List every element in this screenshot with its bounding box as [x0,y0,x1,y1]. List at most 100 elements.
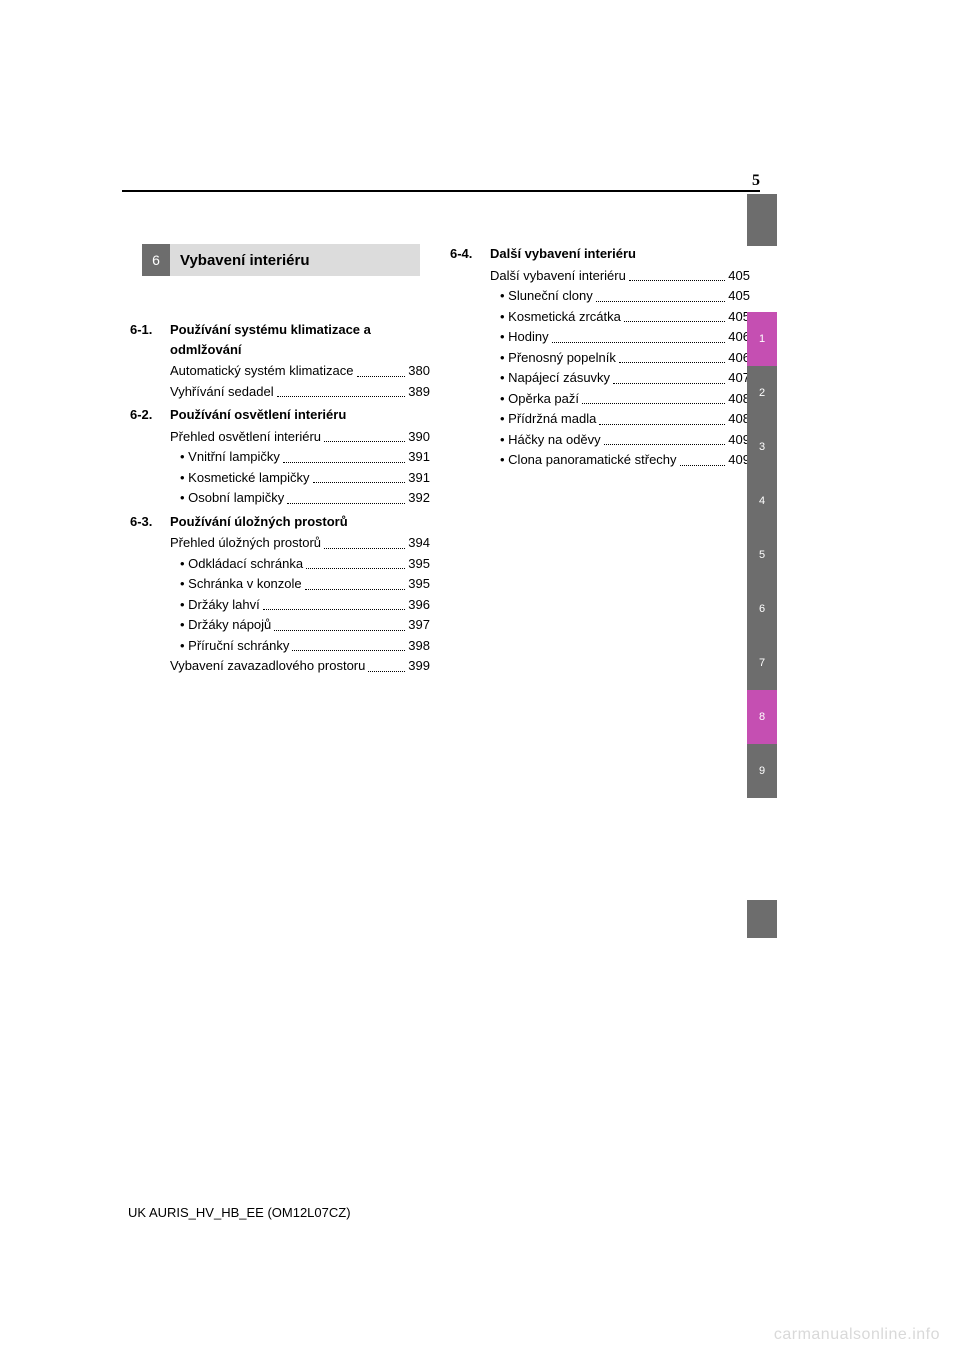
toc-entry-label: Držáky nápojů [180,615,271,635]
toc-entry-label: Sluneční clony [500,286,593,306]
side-tab-8[interactable]: 8 [747,690,777,744]
header-rule [122,190,760,192]
toc-column-left: 6-1.Používání systému klimatizace a odml… [130,316,430,677]
toc-entry-dots [313,482,406,483]
toc-entry-label: Přehled osvětlení interiéru [170,427,321,447]
toc-entries: Přehled osvětlení interiéru390 [170,427,430,447]
toc-entry-dots [613,383,725,384]
toc-bullet-entry[interactable]: Hodiny406 [500,327,750,347]
toc-bullet-entry[interactable]: Příruční schránky398 [180,636,430,656]
toc-entry-dots [552,342,726,343]
toc-bullet-entry[interactable]: Kosmetická zrcátka405 [500,307,750,327]
toc-entry-page: 391 [408,468,430,488]
side-tab-7[interactable]: 7 [747,636,777,690]
toc-entry-dots [599,424,725,425]
side-tab-9[interactable]: 9 [747,744,777,798]
toc-entry-page: 380 [408,361,430,381]
page: 5 6 Vybavení interiéru 6-1.Používání sys… [0,0,960,1358]
toc-entry-label: Schránka v konzole [180,574,302,594]
toc-bullet-entry[interactable]: Clona panoramatické střechy409 [500,450,750,470]
toc-entry-label: Opěrka paží [500,389,579,409]
toc-bullet-entry[interactable]: Napájecí zásuvky407 [500,368,750,388]
toc-entry-page: 405 [728,286,750,306]
tab-top-block [747,194,777,246]
toc-entry-page: 397 [408,615,430,635]
toc-subsection-num: 6-2. [130,405,170,425]
toc-entry[interactable]: Automatický systém klimatizace 380 [170,361,430,381]
toc-entry-label: Kosmetické lampičky [180,468,310,488]
side-tab-4[interactable]: 4 [747,474,777,528]
toc-entry-page: 394 [408,533,430,553]
toc-entry-label: Háčky na oděvy [500,430,601,450]
side-tab-2[interactable]: 2 [747,366,777,420]
toc-entries: Přehled úložných prostorů 394 [170,533,430,553]
section-number-box: 6 [142,244,170,276]
toc-entry-label: Automatický systém klimatizace [170,361,354,381]
side-tabs: 123456789 [747,312,777,798]
toc-bullet-entry[interactable]: Držáky lahví 396 [180,595,430,615]
toc-bullet-entry[interactable]: Odkládací schránka 395 [180,554,430,574]
toc-entry-label: Clona panoramatické střechy [500,450,677,470]
toc-subsection-num: 6-4. [450,244,490,264]
toc-entry-dots [277,396,406,397]
toc-bullet-entry[interactable]: Opěrka paží408 [500,389,750,409]
toc-entry-label: Vnitřní lampičky [180,447,280,467]
toc-entry-label: Přenosný popelník [500,348,616,368]
toc-entry-page: 405 [728,266,750,286]
toc-bullet-entry[interactable]: Držáky nápojů 397 [180,615,430,635]
toc-bullet-entry[interactable]: Vnitřní lampičky391 [180,447,430,467]
toc-subsection-num: 6-1. [130,320,170,359]
toc-entry-dots [368,671,405,672]
section-header: 6 Vybavení interiéru [142,244,420,276]
toc-entry-dots [263,609,406,610]
toc-bullet-entry[interactable]: Přídržná madla408 [500,409,750,429]
toc-bullet-entries: Vnitřní lampičky391Kosmetické lampičky 39… [180,447,430,508]
toc-subsection-header: 6-2.Používání osvětlení interiéru [130,405,430,425]
toc-bullet-entry[interactable]: Kosmetické lampičky 391 [180,468,430,488]
toc-entry-dots [305,589,406,590]
toc-entry-label: Vybavení zavazadlového prostoru [170,656,365,676]
toc-subsection-num: 6-3. [130,512,170,532]
toc-entry-page: 396 [408,595,430,615]
toc-subsection-title: Další vybavení interiéru [490,244,750,264]
toc-entry[interactable]: Vybavení zavazadlového prostoru399 [170,656,430,676]
toc-entry[interactable]: Přehled úložných prostorů 394 [170,533,430,553]
toc-entries: Další vybavení interiéru405 [490,266,750,286]
side-tab-3[interactable]: 3 [747,420,777,474]
tab-bottom-block [747,900,777,938]
side-tab-1[interactable]: 1 [747,312,777,366]
toc-subsection-title: Používání úložných prostorů [170,512,430,532]
toc-column-right: 6-4.Další vybavení interiéruDalší vybave… [450,240,750,471]
toc-entry[interactable]: Další vybavení interiéru405 [490,266,750,286]
toc-entry[interactable]: Přehled osvětlení interiéru390 [170,427,430,447]
toc-entry-page: 395 [408,554,430,574]
toc-entry-dots [306,568,405,569]
toc-entry-dots [274,630,405,631]
toc-bullet-entry[interactable]: Přenosný popelník406 [500,348,750,368]
toc-entry-dots [357,376,406,377]
side-tab-5[interactable]: 5 [747,528,777,582]
toc-bullet-entry[interactable]: Sluneční clony 405 [500,286,750,306]
toc-entry-dots [287,503,405,504]
toc-entry-page: 395 [408,574,430,594]
toc-subsection-title: Používání systému klimatizace a odmlžová… [170,320,430,359]
toc-entry-dots [582,403,725,404]
toc-entry-label: Přehled úložných prostorů [170,533,321,553]
toc-entry-label: Hodiny [500,327,549,347]
toc-entry-dots [604,444,726,445]
toc-bullet-entry[interactable]: Schránka v konzole 395 [180,574,430,594]
toc-entry-label: Vyhřívání sedadel [170,382,274,402]
toc-bullet-entry[interactable]: Osobní lampičky392 [180,488,430,508]
toc-entry-dots [624,321,725,322]
toc-subsection-title: Používání osvětlení interiéru [170,405,430,425]
toc-entry-label: Přídržná madla [500,409,596,429]
toc-entry-page: 398 [408,636,430,656]
toc-bullet-entry[interactable]: Háčky na oděvy409 [500,430,750,450]
toc-bullet-entries: Sluneční clony 405Kosmetická zrcátka405Ho… [500,286,750,470]
toc-entry-label: Osobní lampičky [180,488,284,508]
toc-entry-label: Odkládací schránka [180,554,303,574]
toc-entries: Vybavení zavazadlového prostoru399 [170,656,430,676]
toc-entry[interactable]: Vyhřívání sedadel389 [170,382,430,402]
toc-entry-label: Držáky lahví [180,595,260,615]
side-tab-6[interactable]: 6 [747,582,777,636]
